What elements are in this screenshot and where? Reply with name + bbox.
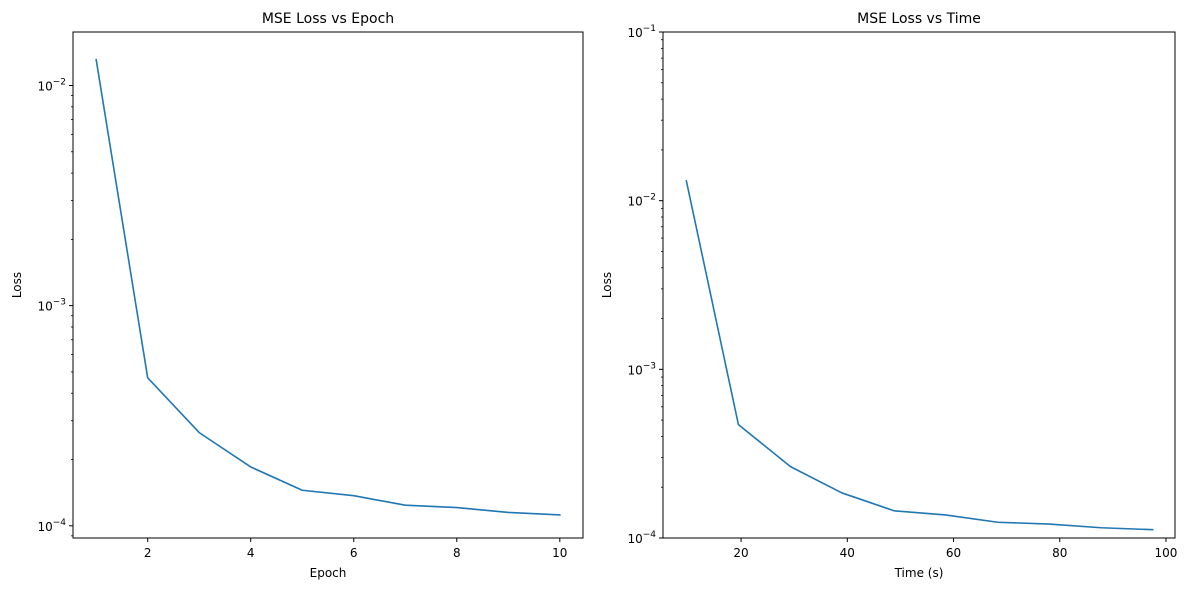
chart1-y-tick-label: 10−2 <box>37 78 66 94</box>
chart1-x-axis-label: Epoch <box>310 566 347 580</box>
chart2-y-tick-label: 10−1 <box>627 24 656 40</box>
chart1-x-tick-label: 4 <box>247 546 255 560</box>
chart2-x-axis-label: Time (s) <box>894 566 944 580</box>
chart2-x-tick-label: 40 <box>840 546 855 560</box>
chart2-title: MSE Loss vs Time <box>857 11 981 27</box>
chart2-x-tick-label: 60 <box>946 546 961 560</box>
chart1-x-tick-label: 10 <box>552 546 567 560</box>
chart1-x-tick-label: 2 <box>144 546 152 560</box>
chart2-plot-area <box>662 31 1176 539</box>
chart2-loss-line <box>685 179 1154 531</box>
chart2-panel: MSE Loss vs Time 10−4 10−3 10−2 10−1 20 40 60 80… <box>600 11 1177 580</box>
chart1-x-tick-label: 6 <box>350 546 358 560</box>
chart1-panel: MSE Loss vs Epoch 10−4 10−3 10−2 2 4 6 8 10 Epoch… <box>10 11 584 580</box>
chart2-y-tick-label: 10−3 <box>627 361 656 377</box>
chart1-plot-area <box>72 31 584 539</box>
chart2-x-tick-label: 100 <box>1155 546 1178 560</box>
chart1-x-tick-label: 8 <box>453 546 461 560</box>
chart1-loss-line <box>95 58 561 516</box>
chart1-title: MSE Loss vs Epoch <box>262 11 394 27</box>
chart2-x-tick-label: 20 <box>733 546 748 560</box>
chart2-y-axis-label: Loss <box>600 272 614 298</box>
chart2-y-tick-label: 10−2 <box>627 193 656 209</box>
chart2-x-tick-label: 80 <box>1052 546 1067 560</box>
chart1-y-tick-label: 10−3 <box>37 298 66 314</box>
chart1-y-axis-label: Loss <box>10 272 24 298</box>
chart1-y-tick-label: 10−4 <box>37 518 66 534</box>
chart2-y-tick-label: 10−4 <box>627 530 656 546</box>
